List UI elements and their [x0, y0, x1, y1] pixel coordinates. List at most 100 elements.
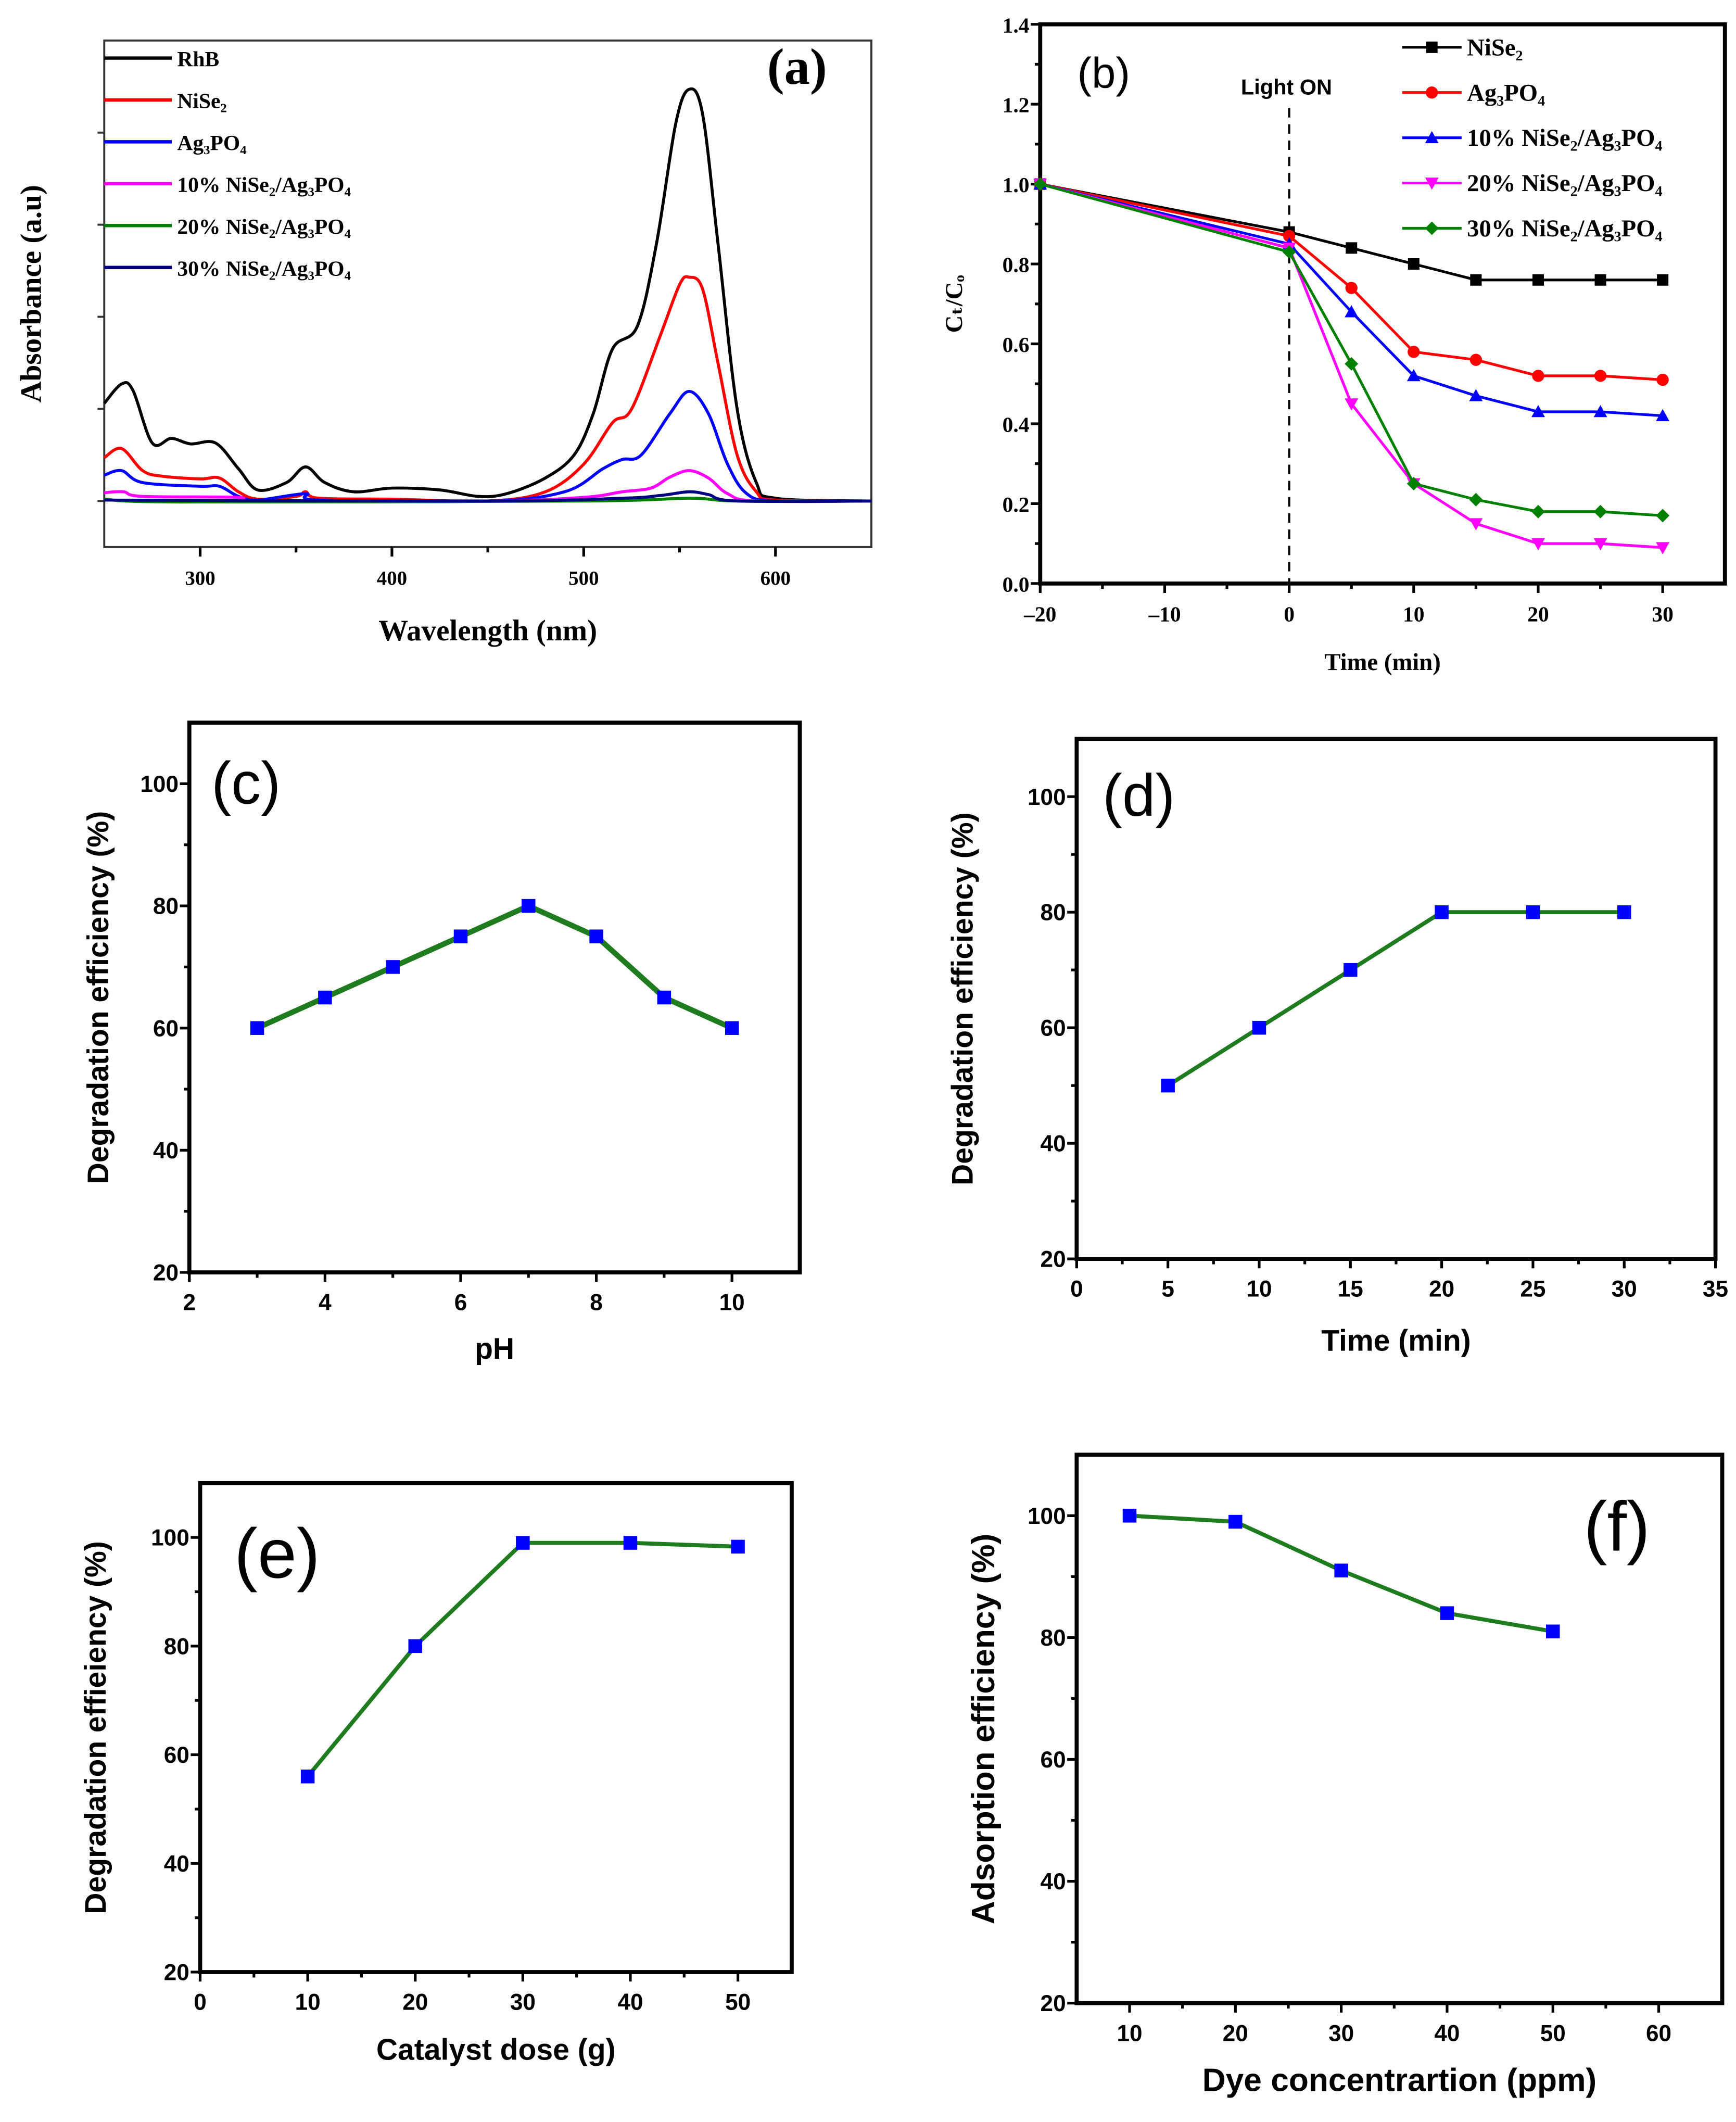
y-axis-label: Degradation efficiency (%)	[82, 811, 115, 1184]
y-tick-label: 80	[1041, 1625, 1066, 1651]
data-point	[1408, 258, 1420, 270]
x-tick-label: 50	[725, 1990, 751, 2015]
data-point	[453, 929, 468, 943]
data-point	[1345, 398, 1359, 411]
data-point	[300, 1770, 315, 1784]
y-tick-label: 40	[1041, 1131, 1066, 1157]
y-axis-label: Degradation effieiency (%)	[79, 1541, 112, 1914]
panel-label: (d)	[1103, 763, 1175, 829]
x-tick-label: 30	[1328, 2020, 1354, 2046]
series-line	[1040, 183, 1663, 282]
plot-frame	[1074, 1452, 1725, 2005]
data-point	[1228, 1514, 1243, 1529]
y-tick-label: 1.0	[1003, 173, 1030, 197]
y-axis-label: Absorbance (a.u)	[15, 185, 47, 402]
spectrum-line	[103, 275, 872, 503]
legend-marker	[1426, 41, 1438, 53]
legend-label: Ag₃PO₄	[1467, 79, 1545, 106]
y-tick-label: 20	[153, 1260, 179, 1286]
y-tick-label: 100	[1028, 785, 1066, 810]
data-point	[1470, 274, 1482, 286]
y-tick-label: 100	[140, 772, 179, 797]
x-tick-label: 35	[1703, 1277, 1728, 1302]
data-point	[408, 1639, 422, 1653]
data-point	[318, 990, 332, 1005]
x-tick-label: 15	[1338, 1277, 1363, 1302]
legend-label: Ag₃PO₄	[177, 131, 247, 155]
data-point	[1345, 282, 1358, 294]
x-tick-label: 50	[1540, 2020, 1566, 2046]
y-tick-label: 0.0	[1003, 572, 1030, 596]
data-point	[1406, 369, 1421, 382]
data-point	[1593, 538, 1607, 551]
y-tick-label: 80	[164, 1634, 189, 1659]
data-point	[1656, 542, 1670, 554]
legend-label: 10% NiSe₂/Ag₃PO₄	[1467, 124, 1662, 151]
panel-c: 2 4 6 8 10 20 40 60 80 100 Degradation efficiency …	[82, 721, 802, 1366]
data-point	[1406, 477, 1421, 490]
x-tick-label: 0	[1070, 1277, 1083, 1302]
data-point	[1283, 230, 1296, 243]
y-tick-label: 100	[151, 1525, 189, 1551]
data-point	[1532, 370, 1544, 382]
data-point	[1440, 1606, 1454, 1620]
data-point	[1593, 405, 1607, 418]
legend-label: 10% NiSe₂/Ag₃PO₄	[177, 172, 351, 196]
y-tick-label: 60	[1041, 1747, 1066, 1773]
data-point	[1656, 373, 1669, 386]
x-tick-label: 30	[1652, 602, 1674, 626]
y-tick-label: 20	[1041, 1247, 1066, 1272]
spectrum-line	[104, 469, 871, 503]
panel-label: (e)	[234, 1514, 320, 1593]
x-tick-label: 40	[1434, 2020, 1460, 2046]
series-line	[1040, 183, 1663, 517]
data-point	[1345, 357, 1359, 371]
y-tick-label: 40	[1041, 1869, 1066, 1894]
legend-marker	[1425, 178, 1439, 190]
data-point	[522, 899, 536, 913]
plot-frame	[103, 39, 872, 548]
y-tick-label: 60	[1041, 1016, 1066, 1041]
y-tick-label: 60	[153, 1016, 179, 1041]
data-point	[1531, 504, 1545, 519]
y-tick-label: 100	[1028, 1504, 1066, 1529]
legend-label: NiSe₂	[177, 89, 226, 113]
panel-d: 0 5 10 15 20 25 30 35 20 40 60 80 100 Degradation eff…	[946, 737, 1728, 1358]
data-point	[1469, 492, 1483, 507]
data-point	[1344, 963, 1358, 977]
legend-label: 20% NiSe₂/Ag₃PO₄	[1467, 170, 1662, 197]
data-point	[1657, 274, 1669, 286]
data-point	[1532, 274, 1544, 286]
y-tick-label: 20	[1041, 1991, 1066, 2016]
x-axis-label: Catalyst dose (g)	[376, 2033, 616, 2067]
legend-marker	[1425, 131, 1439, 144]
panel-e: 0 10 20 30 40 50 20 40 60 80 100 Degradation effiei…	[79, 1481, 794, 2067]
series-line	[1167, 910, 1625, 1088]
y-tick-label: 80	[153, 894, 179, 919]
data-point	[725, 1021, 739, 1035]
y-axis-label: Degradation efficiency (%)	[946, 812, 980, 1185]
x-tick-label: 20	[1223, 2020, 1248, 2046]
y-tick-label: 0.6	[1003, 333, 1030, 357]
data-point	[1334, 1563, 1348, 1577]
y-axis-label: Adsorption efficiency (%)	[966, 1534, 1002, 1925]
x-tick-label: 500	[568, 567, 599, 589]
data-point	[1546, 1624, 1560, 1638]
data-point	[1469, 353, 1482, 366]
data-point	[1526, 905, 1540, 919]
y-tick-label: 40	[164, 1851, 189, 1877]
data-point	[386, 960, 400, 974]
panel-a: 300 400 500 600 Absorbance (a.u) Wavelength (…	[15, 39, 872, 647]
panel-label: (c)	[211, 751, 281, 817]
y-tick-label: 80	[1041, 900, 1066, 926]
x-tick-label: 20	[1527, 602, 1549, 626]
panel-label: (f)	[1583, 1487, 1650, 1566]
data-point	[1282, 245, 1296, 259]
x-axis-label: Wavelength (nm)	[378, 614, 597, 647]
plot-frame	[187, 721, 802, 1274]
plot-frame	[198, 1481, 794, 1974]
x-tick-label: 30	[1612, 1277, 1637, 1302]
x-tick-label: 10	[1117, 2020, 1142, 2046]
data-point	[1594, 274, 1606, 286]
